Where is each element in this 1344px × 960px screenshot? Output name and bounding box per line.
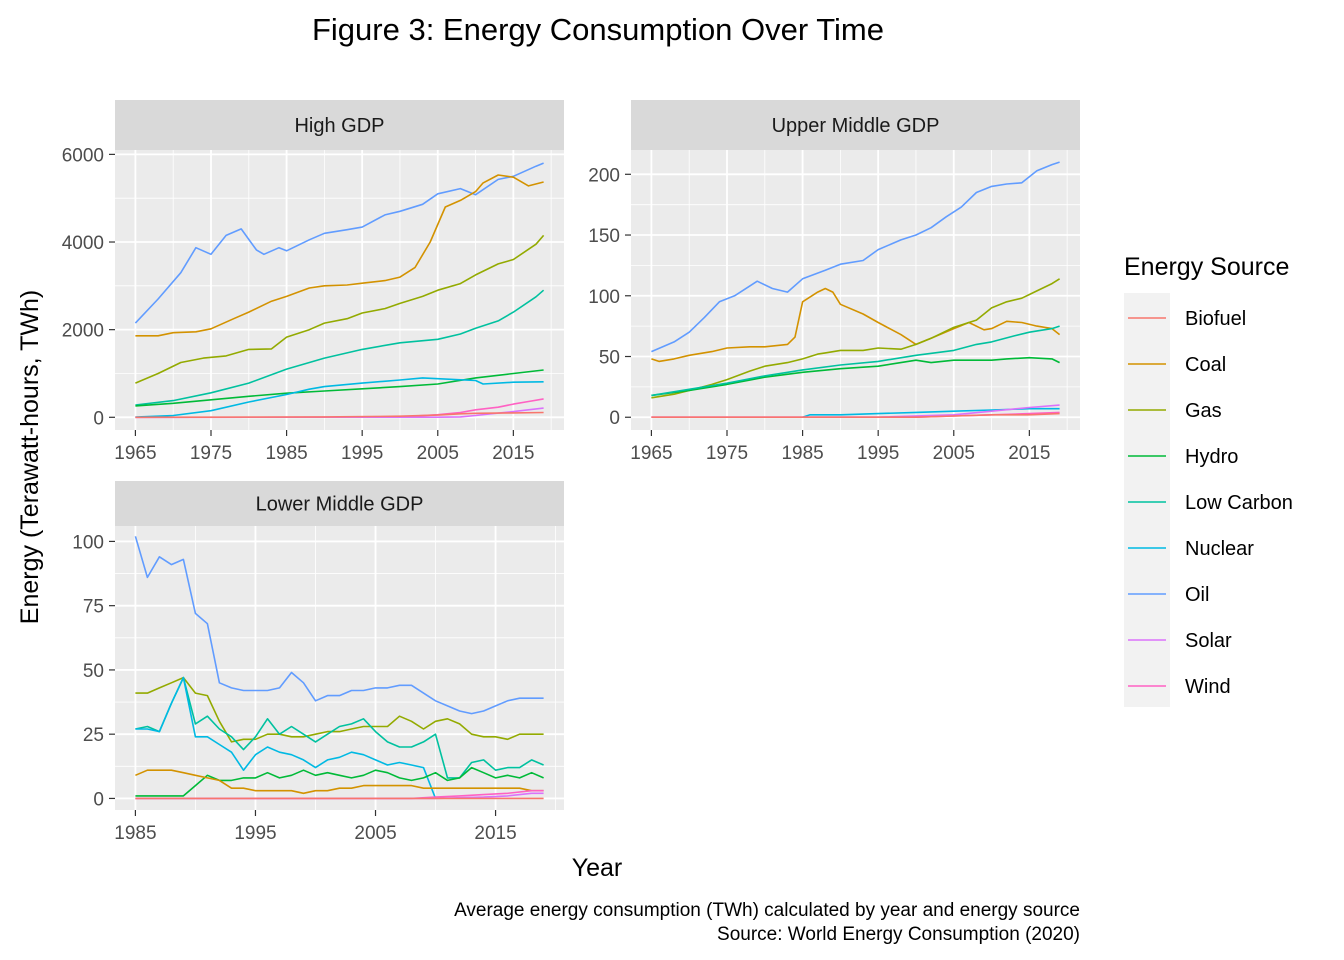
y-tick-label: 150 — [588, 226, 620, 247]
y-tick-label: 0 — [93, 789, 104, 810]
y-tick-label: 50 — [83, 661, 104, 682]
series-line-low-carbon — [651, 325, 1060, 397]
series-line-biofuel — [135, 411, 544, 419]
legend-label: Wind — [1185, 676, 1231, 698]
x-axis-title: Year — [572, 854, 623, 882]
series-line-coal — [135, 174, 544, 337]
x-tick-label: 2005 — [354, 823, 396, 844]
series-line-low-carbon — [135, 289, 545, 406]
legend-item-gas: Gas — [1128, 400, 1222, 422]
panel-lower-middle-gdp: Lower Middle GDP 1985 1995 2005 2015 0 25 50 75 1… — [72, 481, 564, 844]
x-tick-label: 2015 — [474, 823, 516, 844]
legend-key-background — [1124, 293, 1170, 707]
x-tick-label: 2005 — [417, 443, 459, 464]
y-tick-label: 25 — [83, 725, 104, 746]
strip-label: Lower Middle GDP — [256, 494, 424, 516]
y-axis-title: Energy (Terawatt-hours, TWh) — [16, 290, 44, 624]
x-tick-label: 1995 — [341, 443, 383, 464]
strip-label: High GDP — [294, 115, 384, 137]
caption-line-1: Average energy consumption (TWh) calcula… — [454, 900, 1080, 921]
y-tick-label: 100 — [72, 532, 104, 553]
x-tick-label: 1975 — [190, 443, 232, 464]
chart-title: Figure 3: Energy Consumption Over Time — [312, 12, 884, 47]
legend-item-nuclear: Nuclear — [1128, 538, 1254, 560]
legend: Energy Source Biofuel Coal Gas Hydro Low Car… — [1124, 253, 1293, 707]
legend-label: Nuclear — [1185, 538, 1254, 560]
strip-background — [115, 100, 564, 150]
legend-items: Biofuel Coal Gas Hydro Low Carbon Nuclear Oil S… — [1128, 308, 1293, 698]
series-line-gas — [135, 676, 544, 743]
x-tick-label: 2015 — [1008, 443, 1050, 464]
panel-background — [115, 150, 564, 430]
panel-background — [115, 526, 564, 810]
series-line-oil — [134, 162, 544, 324]
series-lines — [134, 536, 544, 800]
series-line-gas — [651, 278, 1061, 399]
series-lines — [134, 162, 545, 419]
y-tick-label: 0 — [93, 408, 104, 429]
series-line-hydro — [135, 369, 544, 407]
panel-upper-middle-gdp: Upper Middle GDP 1965 1975 1985 1995 2005 2015… — [588, 100, 1080, 464]
legend-item-wind: Wind — [1128, 676, 1231, 698]
legend-label: Solar — [1185, 630, 1232, 652]
x-tick-label: 1995 — [857, 443, 899, 464]
series-line-low-carbon — [135, 676, 544, 779]
x-tick-label: 2005 — [933, 443, 975, 464]
legend-item-oil: Oil — [1128, 584, 1209, 606]
legend-label: Low Carbon — [1185, 492, 1293, 514]
x-tick-label: 1985 — [781, 443, 823, 464]
legend-label: Oil — [1185, 584, 1209, 606]
y-tick-label: 50 — [599, 348, 620, 369]
series-line-nuclear — [135, 377, 544, 418]
x-tick-label: 1965 — [114, 443, 156, 464]
series-line-hydro — [651, 356, 1060, 397]
legend-title: Energy Source — [1124, 253, 1289, 281]
legend-label: Gas — [1185, 400, 1222, 422]
x-tick-label: 1985 — [265, 443, 307, 464]
x-tick-label: 1985 — [114, 823, 156, 844]
y-tick-label: 4000 — [62, 233, 104, 254]
y-tick-label: 75 — [83, 597, 104, 618]
strip-background — [631, 100, 1080, 150]
series-lines — [651, 161, 1061, 419]
y-tick-label: 2000 — [62, 321, 104, 342]
x-tick-label: 1965 — [630, 443, 672, 464]
series-line-solar — [135, 407, 544, 419]
series-line-coal — [651, 287, 1061, 363]
series-line-oil — [134, 536, 544, 715]
legend-item-hydro: Hydro — [1128, 446, 1238, 468]
legend-label: Hydro — [1185, 446, 1238, 468]
series-line-nuclear — [135, 676, 437, 799]
series-line-hydro — [135, 766, 544, 797]
strip-background — [115, 481, 564, 526]
x-tick-label: 1995 — [234, 823, 276, 844]
caption-line-2: Source: World Energy Consumption (2020) — [717, 924, 1080, 945]
series-line-oil — [651, 161, 1060, 353]
legend-label: Coal — [1185, 354, 1226, 376]
panel-high-gdp: High GDP 1965 1975 1985 1995 2005 2015 0 2000 400… — [62, 100, 564, 464]
y-tick-label: 0 — [609, 408, 620, 429]
legend-item-solar: Solar — [1128, 630, 1232, 652]
panel-background — [631, 150, 1080, 430]
x-tick-label: 2015 — [492, 443, 534, 464]
series-line-biofuel — [651, 412, 1060, 419]
x-tick-label: 1975 — [706, 443, 748, 464]
series-line-gas — [135, 234, 545, 384]
y-tick-label: 6000 — [62, 145, 104, 166]
series-line-coal — [135, 769, 544, 795]
legend-item-coal: Coal — [1128, 354, 1226, 376]
legend-item-low-carbon: Low Carbon — [1128, 492, 1293, 514]
y-tick-label: 100 — [588, 287, 620, 308]
legend-label: Biofuel — [1185, 308, 1246, 330]
legend-item-biofuel: Biofuel — [1128, 308, 1246, 330]
y-tick-label: 200 — [588, 165, 620, 186]
strip-label: Upper Middle GDP — [772, 115, 940, 137]
